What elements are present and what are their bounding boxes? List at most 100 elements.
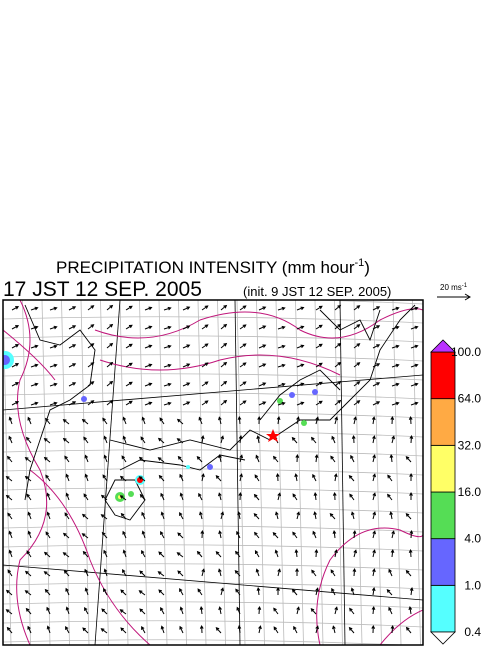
- wind-arrow: [391, 401, 400, 406]
- wind-arrow: [81, 418, 89, 425]
- wind-arrow: [177, 532, 184, 539]
- wind-arrow: [8, 530, 13, 539]
- wind-arrow: [68, 363, 77, 368]
- wind-arrow: [25, 607, 32, 615]
- wind-arrow: [200, 435, 205, 444]
- wind-arrow: [163, 363, 172, 368]
- grid-line: [80, 300, 90, 645]
- wind-arrow: [236, 606, 241, 615]
- wind-arrow: [84, 454, 89, 463]
- wind-arrow: [315, 305, 323, 311]
- wind-arrow: [160, 511, 165, 520]
- precip-patch: [186, 465, 190, 469]
- wind-arrow: [87, 381, 95, 387]
- wind-arrow: [11, 306, 20, 311]
- wind-arrow: [103, 549, 108, 558]
- wind-arrow: [101, 531, 108, 539]
- wind-arrow: [314, 454, 319, 463]
- wind-arrow: [100, 514, 108, 520]
- wind-arrow: [49, 382, 58, 387]
- contour: [3, 329, 56, 381]
- wind-arrow: [294, 549, 299, 558]
- wind-arrow: [68, 401, 77, 406]
- wind-arrow: [312, 473, 317, 482]
- wind-arrow: [7, 512, 13, 520]
- wind-arrow: [160, 625, 165, 634]
- contour: [16, 300, 48, 645]
- wind-arrow: [350, 587, 355, 596]
- wind-arrow: [296, 306, 305, 311]
- grid-line: [3, 582, 423, 590]
- wind-arrow: [68, 325, 77, 330]
- reference-arrow: [437, 293, 471, 301]
- precip-patch: [81, 396, 87, 402]
- wind-arrow: [5, 609, 13, 615]
- wind-arrow: [237, 415, 242, 425]
- wind-arrow: [258, 625, 262, 634]
- wind-arrow: [11, 363, 20, 368]
- wind-arrow: [239, 473, 243, 482]
- wind-arrow: [144, 363, 153, 368]
- wind-arrow: [46, 492, 51, 501]
- wind-arrow: [157, 437, 165, 444]
- wind-arrow: [372, 401, 381, 406]
- location-star: [266, 429, 280, 442]
- wind-arrow: [63, 569, 70, 577]
- title: PRECIPITATION INTENSITY (mm hour-1): [56, 257, 370, 277]
- coastline: [319, 309, 381, 342]
- wind-arrow: [389, 454, 394, 463]
- wind-arrow: [372, 382, 381, 387]
- wind-arrow: [125, 362, 133, 368]
- wind-arrow: [272, 455, 279, 463]
- wind-arrow: [239, 324, 247, 330]
- wind-arrow: [294, 473, 298, 482]
- grid-line: [3, 639, 410, 645]
- precip-patch: [289, 392, 295, 398]
- wind-arrow: [46, 625, 51, 634]
- coastline: [259, 369, 341, 421]
- wind-arrow: [122, 549, 127, 558]
- wind-arrow: [277, 344, 286, 349]
- wind-arrow: [239, 343, 247, 349]
- wind-arrow: [49, 401, 58, 406]
- wind-arrow: [348, 474, 355, 482]
- wind-arrow: [388, 568, 393, 577]
- wind-arrow: [331, 587, 336, 596]
- grid-line: [3, 563, 423, 571]
- wind-arrow: [62, 437, 70, 444]
- wind-arrow: [220, 587, 225, 596]
- wind-arrow: [83, 436, 89, 444]
- wind-arrow: [84, 473, 89, 482]
- wind-arrow: [315, 362, 323, 368]
- wind-arrow: [234, 569, 241, 577]
- wind-arrow: [351, 434, 356, 444]
- wind-arrow: [391, 435, 396, 444]
- wind-arrow: [256, 435, 261, 444]
- wind-arrow: [332, 491, 337, 501]
- wind-arrow: [372, 473, 376, 482]
- wind-arrow: [140, 436, 146, 444]
- wind-arrow: [138, 476, 146, 482]
- reference-sup: -1: [462, 283, 468, 289]
- wind-arrow: [26, 550, 32, 558]
- wind-arrow: [334, 361, 342, 368]
- wind-arrow: [201, 473, 205, 482]
- wind-arrow: [220, 342, 228, 349]
- wind-arrow: [106, 399, 114, 406]
- wind-arrow: [198, 416, 203, 425]
- wind-arrow: [333, 473, 338, 482]
- wind-arrow: [121, 455, 127, 463]
- wind-arrow: [296, 325, 305, 330]
- colorbar-segment: [430, 584, 456, 633]
- wind-arrow: [391, 530, 395, 539]
- wind-arrow: [272, 531, 279, 539]
- wind-arrow: [331, 435, 336, 444]
- wind-arrow: [87, 400, 95, 406]
- colorbar-label: 4.0: [464, 532, 481, 546]
- grid-line: [353, 300, 363, 645]
- wind-arrow: [277, 492, 282, 501]
- wind-arrow: [220, 399, 228, 406]
- wind-arrow: [388, 606, 393, 615]
- wind-arrow: [27, 530, 32, 539]
- wind-arrow: [141, 625, 146, 634]
